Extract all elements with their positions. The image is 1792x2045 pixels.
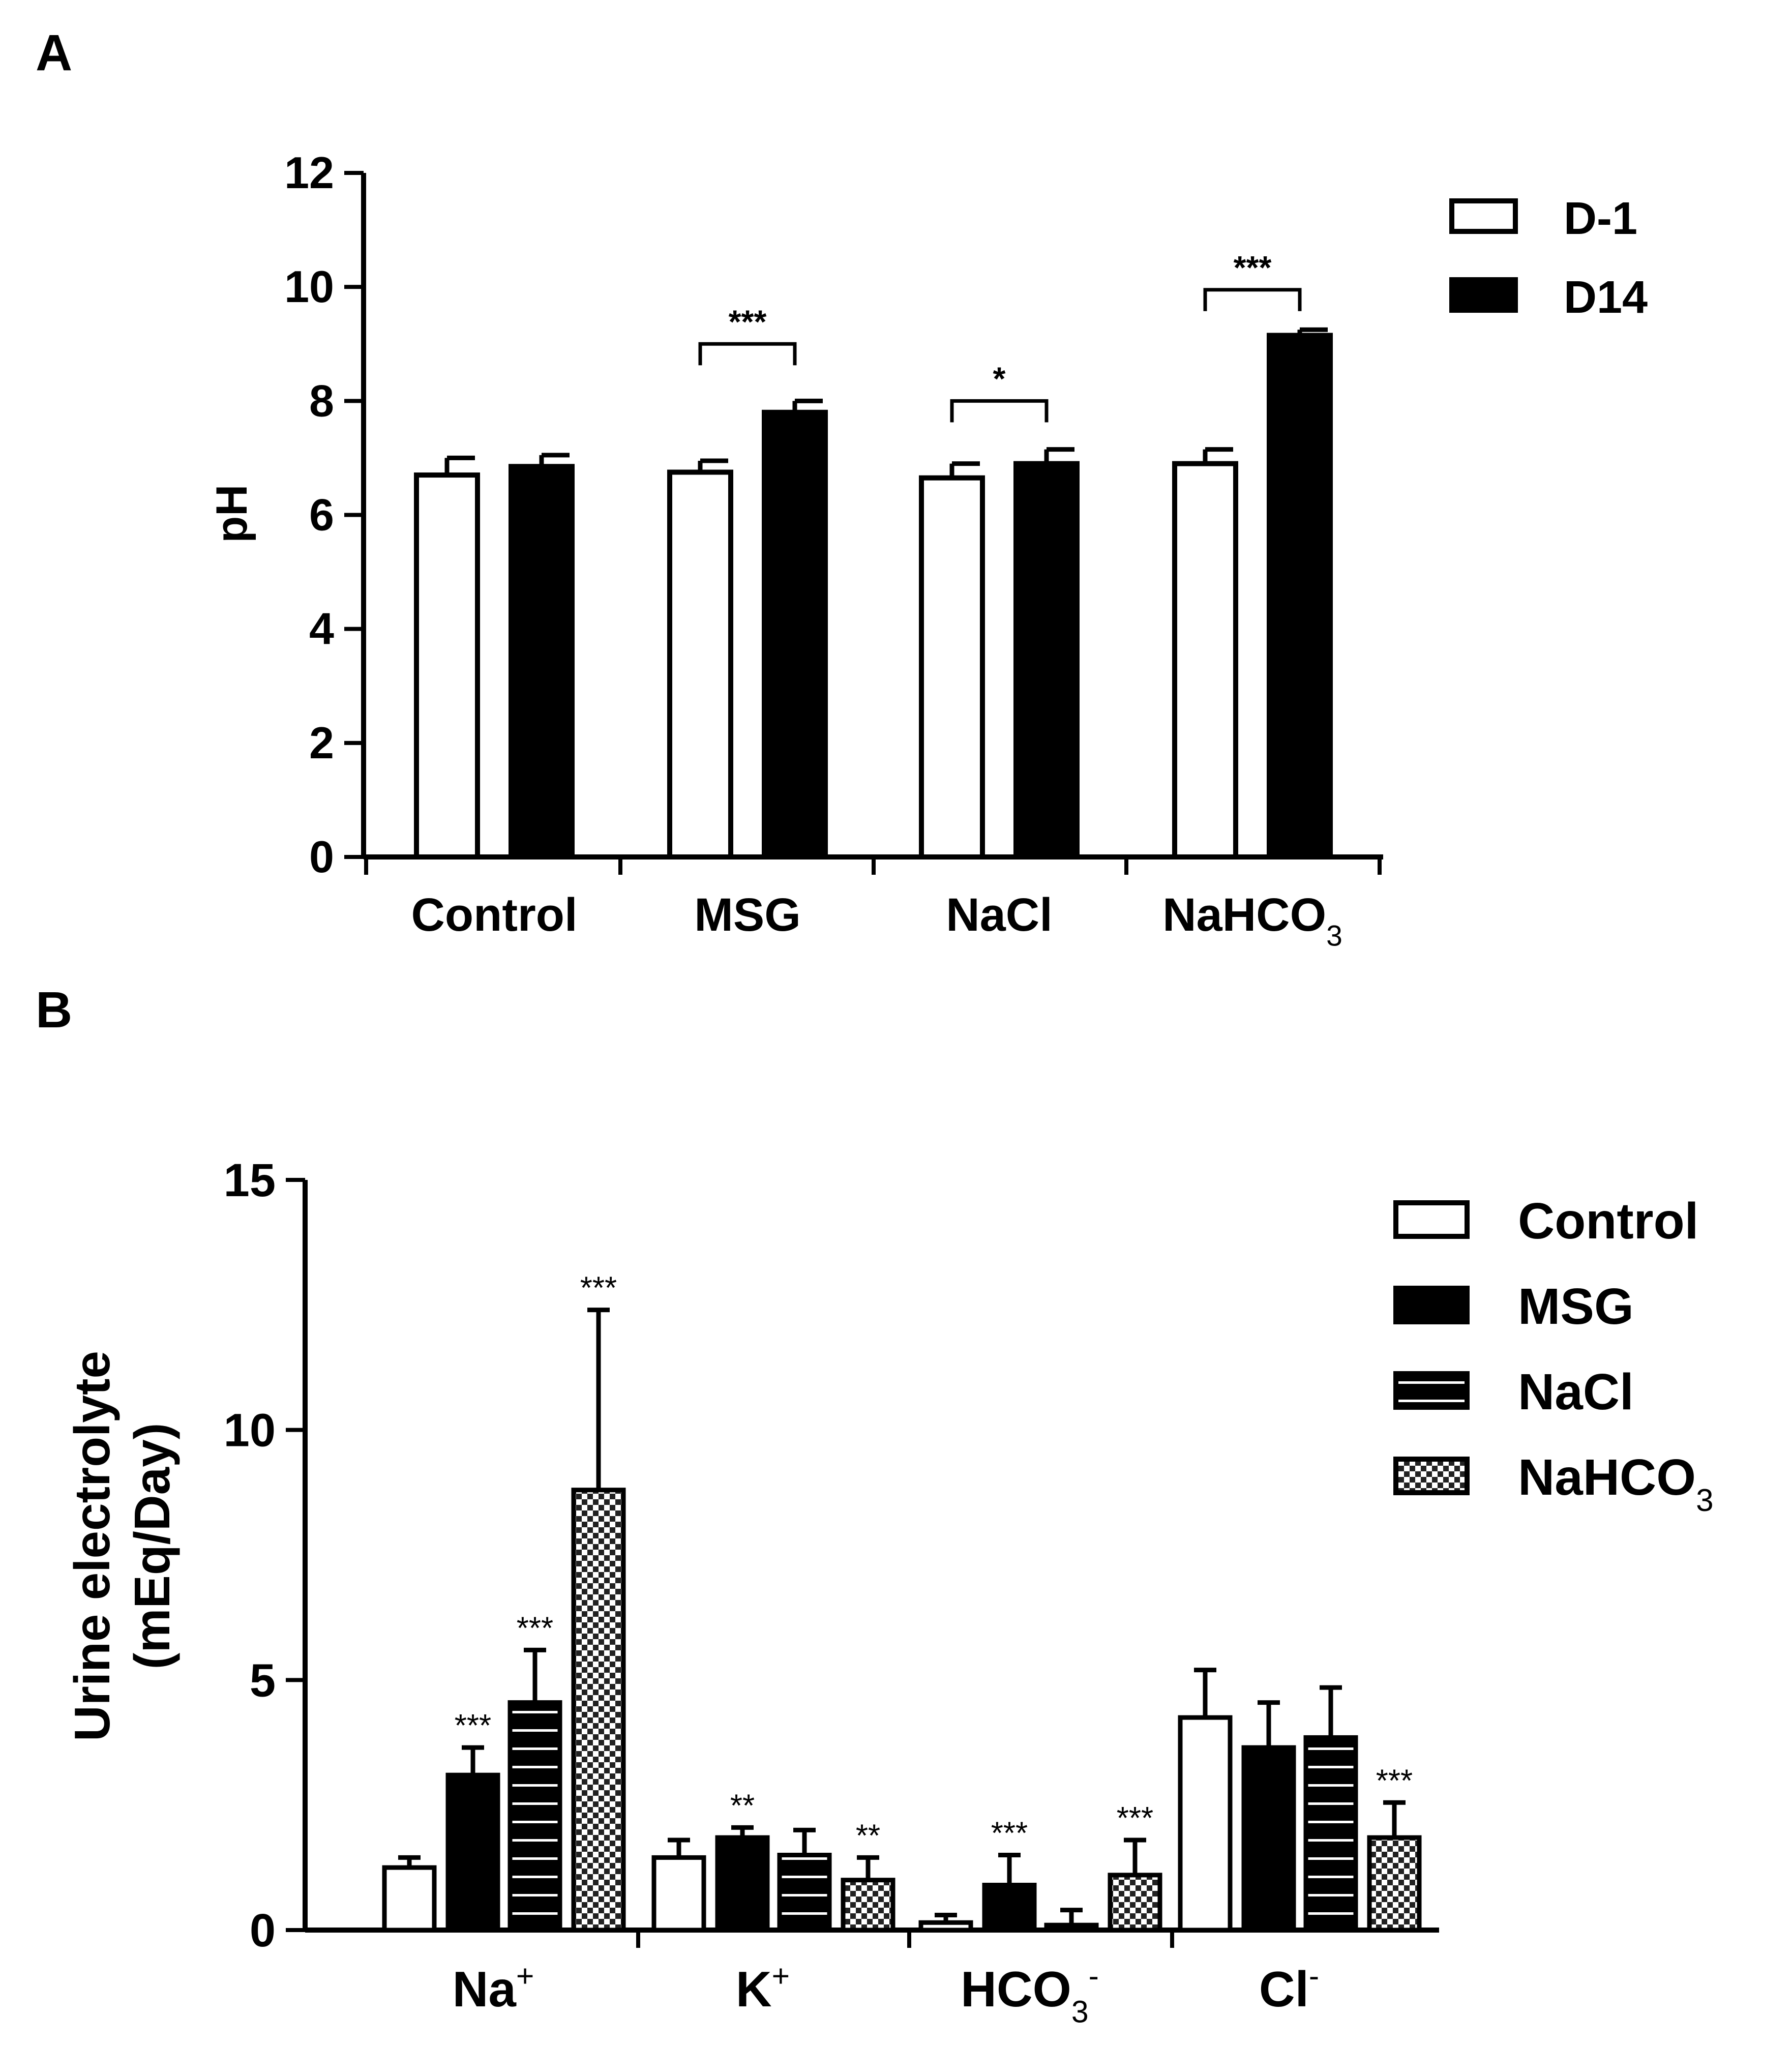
- significance-label-b: ***: [455, 1708, 491, 1743]
- legend-label-a: D-1: [1564, 193, 1637, 244]
- bar-d-1: [1172, 461, 1238, 860]
- legend-label-b: NaCl: [1518, 1364, 1634, 1420]
- legend-swatch-b: [1393, 1457, 1470, 1495]
- y-tick-label-b: 15: [224, 1154, 276, 1206]
- significance-label-b: **: [730, 1788, 755, 1823]
- legend-label-a: D14: [1564, 272, 1648, 323]
- y-tick-label-b: 5: [250, 1654, 276, 1706]
- bar-msg: [445, 1772, 500, 1933]
- significance-label-b: **: [856, 1818, 880, 1853]
- significance-label-a: ***: [1234, 249, 1272, 286]
- bar-control: [651, 1855, 706, 1933]
- legend-swatch-b: [1393, 1286, 1470, 1324]
- significance-bracket-a: [698, 342, 797, 366]
- x-tick-label-b: K+: [736, 1959, 790, 2017]
- legend-swatch-a: [1449, 198, 1518, 234]
- bar-control: [1178, 1715, 1233, 1933]
- y-tick-label-a: 4: [309, 604, 334, 654]
- x-tick-label-a: NaHCO3: [1162, 889, 1342, 952]
- legend-label-b: NaHCO3: [1518, 1449, 1714, 1518]
- y-tick-label-a: 2: [309, 718, 334, 768]
- bar-msg: [715, 1835, 770, 1933]
- y-tick-label-a: 6: [309, 490, 334, 540]
- x-tick-label-a: Control: [411, 889, 577, 941]
- significance-label-b: ***: [580, 1271, 617, 1306]
- bar-nahco: [1367, 1835, 1422, 1933]
- y-tick-label-a: 8: [309, 375, 334, 426]
- bar-d14: [509, 464, 575, 860]
- significance-label-b: ***: [1376, 1763, 1413, 1798]
- bar-nahco: [571, 1488, 626, 1933]
- significance-label-a: ***: [729, 303, 767, 340]
- significance-label-b: ***: [991, 1816, 1028, 1851]
- x-tick-label-b: Cl-: [1259, 1959, 1319, 2017]
- panel-b: B 0 5 10 15 Urine electrolyte(mEq/Day) Na+ **…: [36, 982, 1714, 2029]
- legend-swatch-b: [1393, 1371, 1470, 1410]
- bar-control: [918, 1920, 973, 1933]
- bar-d-1: [667, 469, 733, 860]
- bar-nacl: [1303, 1735, 1358, 1933]
- x-tick-label-a: NaCl: [946, 889, 1053, 941]
- bar-nacl: [777, 1853, 832, 1933]
- bar-nacl: [1044, 1922, 1099, 1933]
- bar-d14: [1013, 461, 1080, 860]
- bar-msg: [1241, 1745, 1296, 1933]
- legend-swatch-a: [1449, 277, 1518, 313]
- bar-msg: [982, 1883, 1037, 1933]
- y-tick-label-b: 10: [224, 1405, 276, 1457]
- significance-bracket-a: [1203, 288, 1302, 311]
- legend-swatch-b: [1393, 1200, 1470, 1239]
- bar-d-1: [919, 475, 985, 860]
- y-tick-label-a: 0: [309, 832, 334, 882]
- legend-label-b: MSG: [1518, 1278, 1634, 1335]
- y-axis-title-a: pH: [207, 485, 256, 543]
- y-tick-label-b: 0: [250, 1905, 276, 1957]
- significance-label-b: ***: [1117, 1801, 1153, 1836]
- bar-d14: [1267, 333, 1333, 860]
- x-tick-label-b: HCO3-: [961, 1959, 1099, 2029]
- y-tick-label-a: 12: [284, 147, 334, 198]
- bar-d14: [762, 409, 828, 860]
- significance-bracket-a: [950, 399, 1049, 423]
- bar-nahco: [1108, 1873, 1162, 1933]
- panel-a-label: A: [36, 24, 72, 81]
- legend-label-b: Control: [1518, 1193, 1698, 1250]
- y-tick-label-a: 10: [284, 261, 334, 312]
- panel-b-label: B: [36, 982, 72, 1039]
- x-tick-label-a: MSG: [694, 889, 801, 941]
- legend-b: Control MSG NaCl NaHCO3: [1393, 1193, 1714, 1518]
- x-tick-label-b: Na+: [453, 1959, 534, 2017]
- y-axis-title-b: Urine electrolyte(mEq/Day): [64, 1351, 180, 1741]
- bar-control: [382, 1865, 437, 1933]
- significance-label-b: ***: [517, 1611, 553, 1646]
- bar-nacl: [507, 1700, 562, 1933]
- bar-d-1: [414, 472, 480, 860]
- legend-a: D-1 D14: [1449, 193, 1648, 323]
- significance-label-a: *: [993, 360, 1006, 397]
- bar-nahco: [841, 1878, 895, 1933]
